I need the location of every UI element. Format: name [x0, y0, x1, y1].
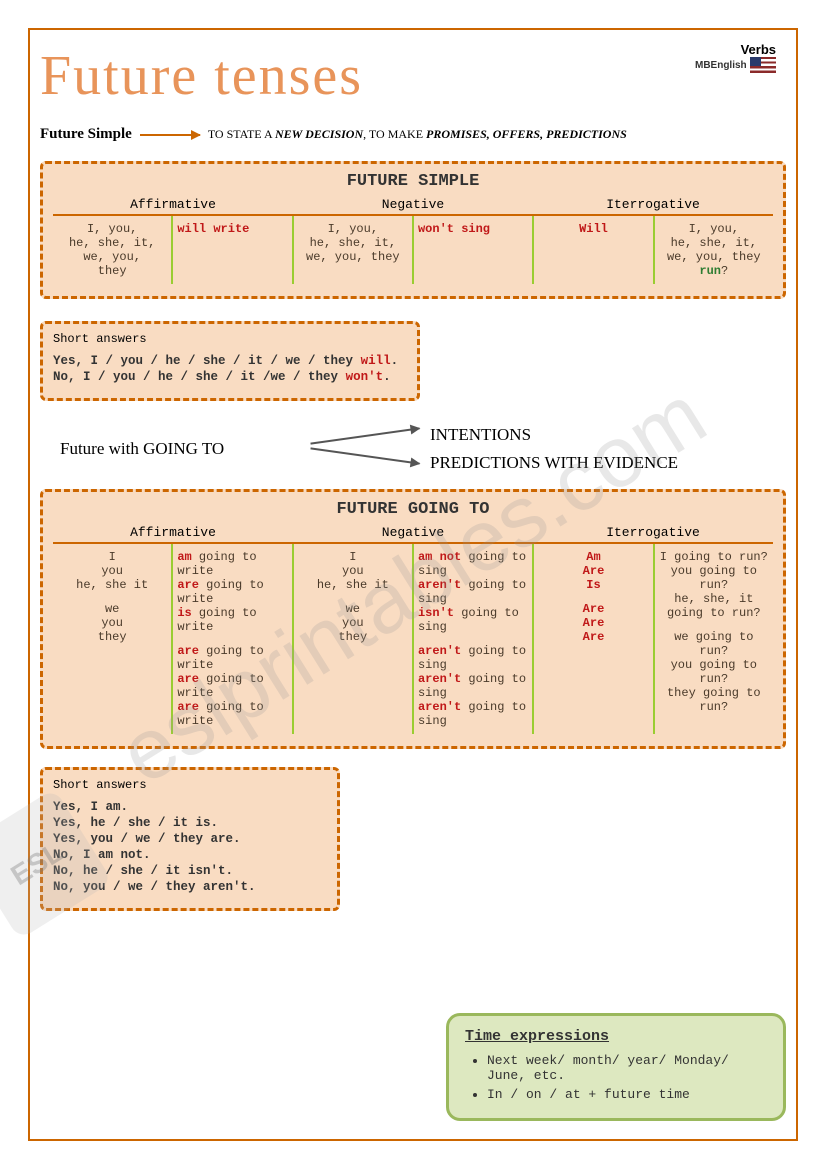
qmark: ? [721, 264, 728, 278]
time-expressions-title: Time expressions [465, 1028, 767, 1045]
usage-text: TO STATE A [208, 127, 275, 141]
future-simple-table: FUTURE SIMPLE Affirmative Negative Iterr… [40, 161, 786, 299]
usage-em: NEW DECISION [275, 127, 363, 141]
sa-line: No, I am not. [53, 848, 327, 862]
arrow-icon [140, 134, 200, 136]
future-going-to-table: FUTURE GOING TO Affirmative Negative Ite… [40, 489, 786, 749]
col-header: Negative [293, 523, 533, 544]
arrow-icon [310, 447, 419, 464]
time-expressions-box: Time expressions Next week/ month/ year/… [446, 1013, 786, 1121]
short-answers-2: Short answers Yes, I am. Yes, he / she / … [40, 767, 340, 911]
verb-red: won't sing [418, 222, 490, 236]
going-to-usage: Future with GOING TO INTENTIONS PREDICTI… [40, 425, 786, 481]
int-rest: I, you, he, she, it, we, you, they run? [655, 216, 773, 284]
going-to-predictions: PREDICTIONS WITH EVIDENCE [430, 453, 678, 473]
table-col: AmAreIsAreAreAre [534, 544, 652, 734]
col-header: Affirmative [53, 195, 293, 216]
col-header: Iterrogative [533, 195, 773, 216]
table-col: am going to writeare going to writeis go… [173, 544, 291, 734]
us-flag-icon [750, 57, 776, 73]
sa-aux: won't [346, 370, 384, 384]
short-answers-title: Short answers [53, 332, 407, 346]
table-headers: Affirmative Negative Iterrogative [53, 195, 773, 216]
sa2-lines: Yes, I am. Yes, he / she / it is. Yes, you… [53, 800, 327, 894]
sa-aux: will [361, 354, 391, 368]
page-content: Verbs MBEnglish Future tenses Future Sim… [40, 38, 786, 1131]
sa-line: Yes, he / she / it is. [53, 816, 327, 830]
sa-line: No, he / she / it isn't. [53, 864, 327, 878]
table-col: am not going to singaren't going to sing… [414, 544, 532, 734]
usage-text: , TO MAKE [363, 127, 426, 141]
aux-red: Will [579, 222, 608, 236]
sa-line: Yes, you / we / they are. [53, 832, 327, 846]
neg-verb: won't sing [414, 216, 532, 284]
future-simple-label: Future Simple [40, 126, 132, 143]
table-title: FUTURE GOING TO [53, 500, 773, 519]
bottom-row: Short answers Yes, I am. Yes, he / she / … [40, 767, 786, 911]
aff-subj: I, you, he, she, it, we, you, they [53, 216, 171, 284]
list-item: Next week/ month/ year/ Monday/ June, et… [487, 1053, 767, 1083]
usage-em: PROMISES, OFFERS, PREDICTIONS [426, 127, 627, 141]
sa-text: Yes, I / you / he / she / it / we / they [53, 354, 361, 368]
aff-verb: will write [173, 216, 291, 284]
page-title: Future tenses [40, 44, 786, 108]
col-header: Negative [293, 195, 533, 216]
table-title: FUTURE SIMPLE [53, 172, 773, 191]
verb-green: run [699, 264, 721, 278]
corner-brand: MBEnglish [695, 60, 747, 71]
table-headers: Affirmative Negative Iterrogative [53, 523, 773, 544]
col-header: Iterrogative [533, 523, 773, 544]
corner-label: Verbs MBEnglish [695, 42, 776, 73]
corner-verbs: Verbs [695, 42, 776, 57]
arrow-icon [310, 427, 419, 444]
col-header: Affirmative [53, 523, 293, 544]
sa-line: Yes, I / you / he / she / it / we / they… [53, 354, 407, 368]
table-col: I going to run?you going to run?he, she,… [655, 544, 773, 734]
sa-text: No, I / you / he / she / it /we / they [53, 370, 346, 384]
short-answers-1: Short answers Yes, I / you / he / she / … [40, 321, 420, 401]
table-col: Iyouhe, she itweyouthey [53, 544, 171, 734]
going-to-label: Future with GOING TO [60, 439, 224, 459]
future-simple-usage-line: Future Simple TO STATE A NEW DECISION, T… [40, 126, 786, 143]
int-aux: Will [534, 216, 652, 284]
future-simple-usage: TO STATE A NEW DECISION, TO MAKE PROMISE… [208, 127, 627, 142]
table-body: Iyouhe, she itweyoutheyam going to write… [53, 544, 773, 734]
verb-red: will write [177, 222, 249, 236]
time-expressions-list: Next week/ month/ year/ Monday/ June, et… [487, 1053, 767, 1102]
sa-line: No, I / you / he / she / it /we / they w… [53, 370, 407, 384]
going-to-intentions: INTENTIONS [430, 425, 531, 445]
int-subj: I, you, he, she, it, we, you, they [667, 222, 761, 264]
sa-line: Yes, I am. [53, 800, 327, 814]
list-item: In / on / at + future time [487, 1087, 767, 1102]
table-col: Iyouhe, she itweyouthey [294, 544, 412, 734]
table-body: I, you, he, she, it, we, you, they will … [53, 216, 773, 284]
neg-subj: I, you, he, she, it, we, you, they [294, 216, 412, 284]
short-answers-title: Short answers [53, 778, 327, 792]
sa-line: No, you / we / they aren't. [53, 880, 327, 894]
